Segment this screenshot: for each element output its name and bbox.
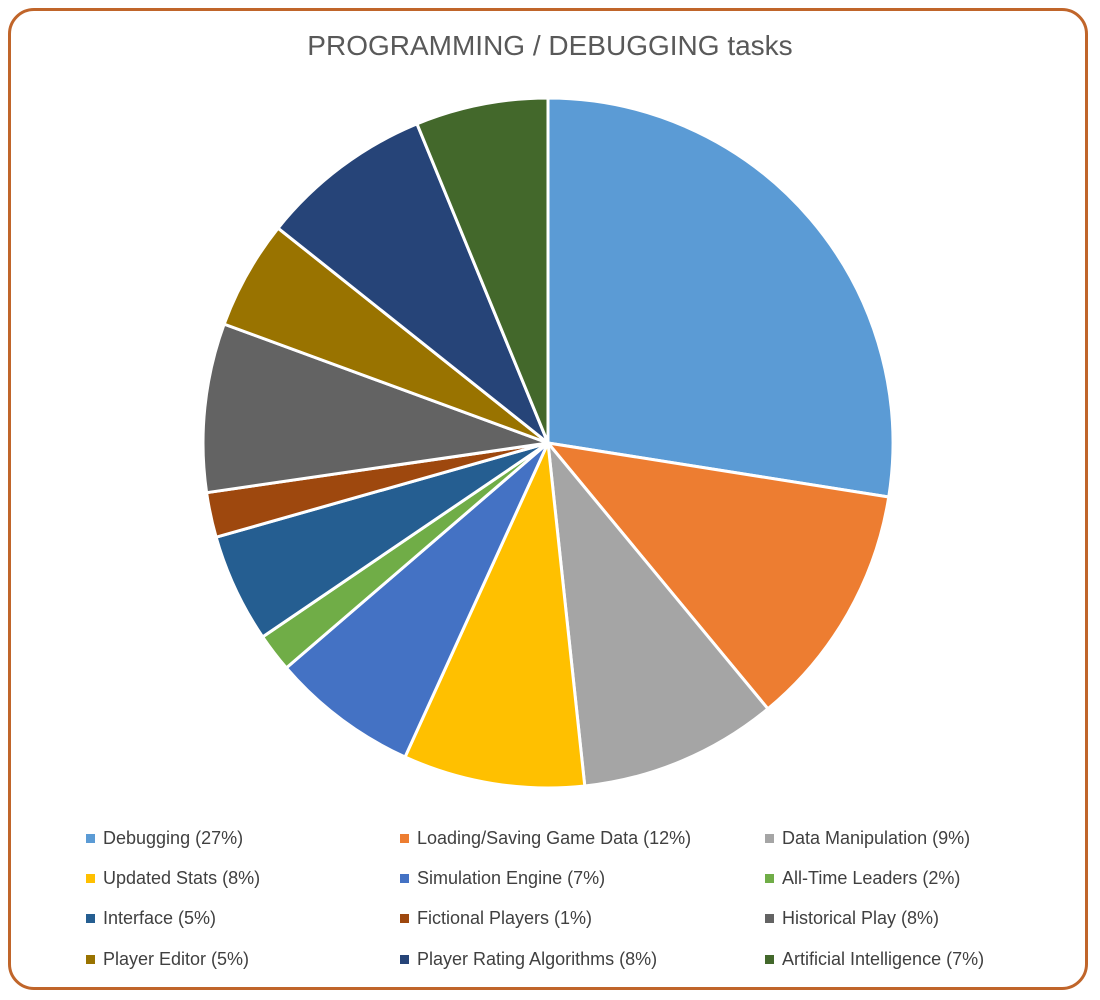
legend-item: Debugging (27%) xyxy=(86,826,243,850)
legend-item: Fictional Players (1%) xyxy=(400,906,592,930)
legend-item: Artificial Intelligence (7%) xyxy=(765,947,984,971)
pie-slice-2 xyxy=(546,441,891,711)
legend-item: Simulation Engine (7%) xyxy=(400,866,605,890)
legend-swatch xyxy=(86,833,95,843)
pie-slice-12 xyxy=(415,96,550,445)
legend-label: Player Rating Algorithms (8%) xyxy=(417,948,658,969)
chart-title: PROGRAMMING / DEBUGGING tasks xyxy=(307,30,793,61)
pie-slice-4 xyxy=(403,441,587,790)
legend-item: Loading/Saving Game Data (12%) xyxy=(400,826,691,850)
legend-label: Player Editor (5%) xyxy=(103,948,250,969)
legend-item: Updated Stats (8%) xyxy=(86,866,260,890)
legend-item: Historical Play (8%) xyxy=(765,906,939,930)
pie-slice-11 xyxy=(276,122,550,445)
legend-swatch xyxy=(86,913,95,923)
legend-label: All-Time Leaders (2%) xyxy=(782,867,961,888)
legend-swatch xyxy=(765,954,774,964)
legend-label: Data Manipulation (9%) xyxy=(782,827,971,848)
legend-item: Player Rating Algorithms (8%) xyxy=(400,947,657,971)
legend-swatch xyxy=(400,913,409,923)
legend-swatch xyxy=(765,873,774,883)
pie-slice-5 xyxy=(284,441,550,759)
legend-swatch xyxy=(400,954,409,964)
legend-swatch xyxy=(400,873,409,883)
pie-slice-9 xyxy=(201,322,550,495)
legend-swatch xyxy=(86,873,95,883)
legend-label: Simulation Engine (7%) xyxy=(417,867,606,888)
legend-label: Historical Play (8%) xyxy=(782,907,940,928)
legend-label: Debugging (27%) xyxy=(103,827,244,848)
legend-item: Player Editor (5%) xyxy=(86,947,249,971)
pie-slice-1 xyxy=(546,96,895,499)
legend-label: Interface (5%) xyxy=(103,907,217,928)
legend-label: Artificial Intelligence (7%) xyxy=(782,948,985,969)
legend-swatch xyxy=(86,954,95,964)
legend-item: Data Manipulation (9%) xyxy=(765,826,970,850)
legend-swatch xyxy=(400,833,409,843)
legend-label: Updated Stats (8%) xyxy=(103,867,261,888)
pie-slice-3 xyxy=(546,441,770,788)
legend-label: Fictional Players (1%) xyxy=(417,907,593,928)
legend-label: Loading/Saving Game Data (12%) xyxy=(417,827,692,848)
legend-item: All-Time Leaders (2%) xyxy=(765,866,960,890)
legend-swatch xyxy=(765,833,774,843)
legend-item: Interface (5%) xyxy=(86,906,216,930)
legend-swatch xyxy=(765,913,774,923)
